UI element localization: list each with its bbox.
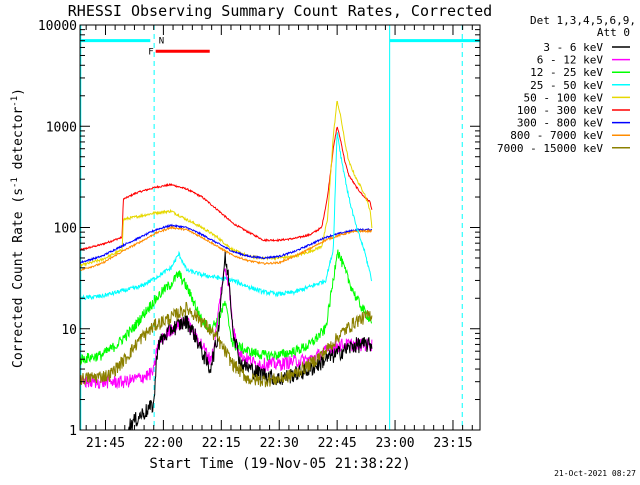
series-line (79, 223, 373, 265)
legend-label: 6 - 12 keV (537, 54, 604, 67)
x-tick-label: 22:30 (260, 436, 299, 451)
y-tick-label: 1 (69, 424, 77, 439)
legend-header: Att 0 (597, 26, 630, 39)
legend-label: 300 - 800 keV (517, 117, 603, 130)
legend-label: 50 - 100 keV (524, 91, 604, 104)
series-line (79, 249, 372, 366)
flag-label: N (159, 37, 164, 47)
plot-frame (79, 24, 481, 431)
legend-label: 25 - 50 keV (530, 79, 603, 92)
legend-label: 100 - 300 keV (517, 104, 603, 117)
legend-label: 7000 - 15000 keV (497, 142, 603, 155)
flag-label: F (148, 47, 153, 57)
chart-title: RHESSI Observing Summary Count Rates, Co… (68, 2, 492, 20)
x-tick-label: 22:00 (144, 436, 183, 451)
series-line (79, 100, 373, 268)
plot-area: FN (79, 25, 480, 431)
y-tick-label: 1000 (46, 120, 77, 135)
x-tick-label: 23:15 (433, 436, 472, 451)
series-line (79, 267, 373, 390)
series-line (79, 126, 373, 251)
series-line (79, 225, 372, 272)
x-tick-label: 23:00 (375, 436, 414, 451)
y-tick-label: 10000 (38, 19, 77, 34)
legend-label: 12 - 25 keV (530, 66, 603, 79)
series-line (79, 301, 373, 388)
x-axis-label: Start Time (19-Nov-05 21:38:22) (149, 456, 410, 472)
timestamp-label: 21-Oct-2021 08:27 (554, 469, 636, 478)
axes: 1 10 100 1000 10000 21:45 22:00 22:15 22:30 22:45… (38, 19, 480, 451)
series-line (79, 132, 373, 301)
y-tick-label: 10 (61, 323, 77, 338)
x-tick-label: 21:45 (86, 436, 125, 451)
y-tick-label: 100 (54, 222, 77, 237)
legend-header: Det 1,3,4,5,6,9, (530, 14, 636, 27)
x-tick-label: 22:15 (202, 436, 241, 451)
legend-label: 800 - 7000 keV (510, 129, 603, 142)
y-axis-label: Corrected Count Rate (s-1 detector-1) (10, 88, 26, 368)
x-tick-label: 22:45 (318, 436, 357, 451)
legend-label: 3 - 6 keV (543, 41, 603, 54)
